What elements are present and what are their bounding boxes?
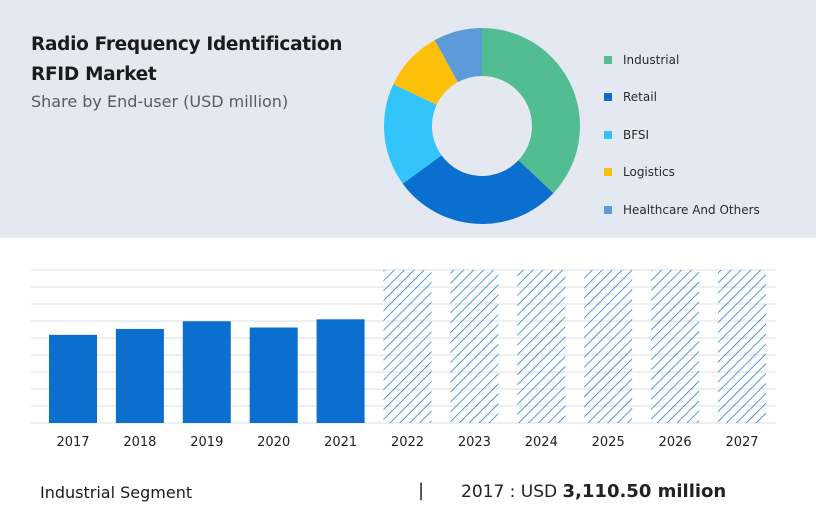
chart-subtitle: Share by End-user (USD million): [31, 92, 289, 111]
legend-item-industrial: Industrial: [604, 41, 760, 79]
x-tick-label-2021: 2021: [324, 435, 357, 450]
segment-value: 3,110.50 million: [562, 481, 727, 502]
legend-swatch: [604, 55, 612, 64]
bar-2018: [115, 328, 164, 423]
legend-label: Retail: [623, 90, 657, 105]
bar-2017: [49, 334, 97, 423]
segment-label: Industrial Segment: [40, 483, 193, 502]
donut-slice-retail: [402, 155, 554, 224]
donut-slice-industrial: [482, 28, 580, 194]
legend-item-bfsi: BFSI: [604, 116, 760, 154]
legend-swatch: [604, 168, 612, 177]
x-tick-label-2019: 2019: [190, 435, 223, 450]
x-tick-label-2023: 2023: [458, 435, 491, 450]
donut-chart: [384, 28, 580, 224]
forecast-bar-2027: [718, 270, 766, 423]
legend-label: Healthcare And Others: [623, 202, 760, 217]
chart-title: Radio Frequency Identification RFID Mark…: [31, 30, 371, 90]
segment-value-text: 2017 : USD 3,110.50 million: [461, 481, 726, 502]
x-tick-label-2020: 2020: [257, 435, 290, 450]
legend-swatch: [604, 130, 612, 139]
x-tick-label-2027: 2027: [725, 435, 758, 450]
legend-item-healthcare-and-others: Healthcare And Others: [604, 191, 760, 229]
x-tick-label-2017: 2017: [56, 435, 89, 450]
x-tick-label-2024: 2024: [525, 435, 558, 450]
segment-year-label: 2017 : USD: [461, 482, 558, 502]
footer-divider: |: [418, 480, 425, 501]
title-line-1: Radio Frequency Identification: [31, 34, 343, 55]
legend-label: Industrial: [623, 52, 680, 67]
x-tick-label-2026: 2026: [659, 435, 692, 450]
legend-item-logistics: Logistics: [604, 154, 760, 192]
forecast-bar-2025: [584, 270, 633, 423]
bar-2021: [316, 319, 365, 423]
forecast-bar-2026: [651, 270, 700, 423]
donut-legend: Industrial Retail BFSI Logistics Healthcare …: [604, 41, 760, 229]
forecast-bar-2024: [517, 270, 566, 423]
bar-chart: 2017 2018 2019 2020 2021 2022 2023 2024 2025 2026…: [31, 269, 776, 450]
x-tick-label-2018: 2018: [123, 435, 156, 450]
title-line-2: RFID Market: [31, 64, 157, 85]
donut-slice-healthcare-and-others: [434, 28, 482, 83]
legend-label: BFSI: [623, 127, 650, 142]
legend-label: Logistics: [623, 165, 675, 180]
x-tick-label-2022: 2022: [391, 435, 424, 450]
forecast-bar-2022: [383, 270, 432, 423]
bar-2019: [182, 321, 231, 423]
legend-swatch: [604, 205, 612, 214]
legend-item-retail: Retail: [604, 79, 760, 117]
donut-slice-logistics: [393, 40, 458, 105]
legend-swatch: [604, 93, 612, 102]
bar-2020: [249, 327, 298, 423]
x-tick-label-2025: 2025: [592, 435, 625, 450]
donut-slice-bfsi: [384, 84, 442, 184]
forecast-bar-2023: [450, 270, 499, 423]
